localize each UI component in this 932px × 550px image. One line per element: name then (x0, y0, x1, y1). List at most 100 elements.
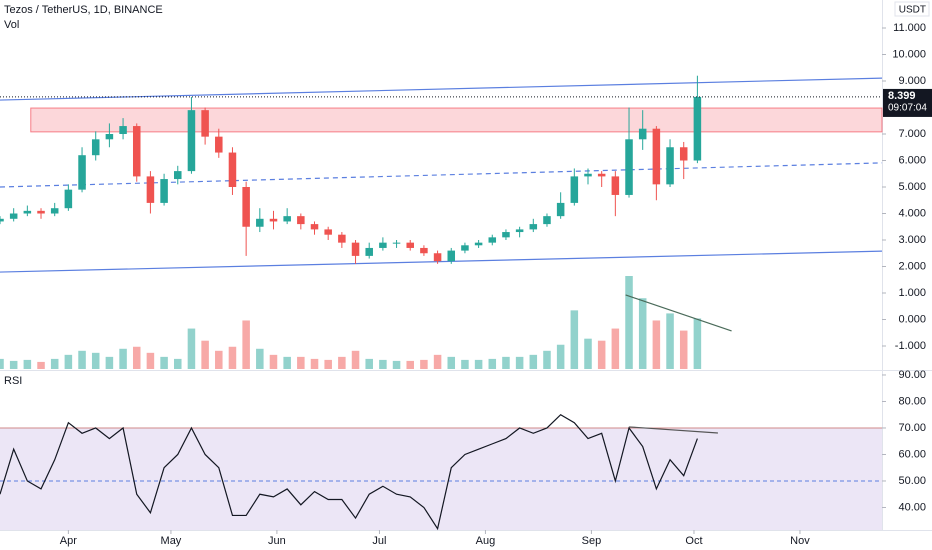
y-tick-label: 2.000 (898, 260, 926, 272)
candle-body (324, 229, 332, 235)
volume-bar (638, 298, 647, 369)
volume-bar (433, 354, 442, 369)
candle-body (693, 96, 702, 161)
candle-body (37, 210, 45, 214)
volume-bar (515, 356, 524, 369)
trend-line (0, 77, 883, 101)
volume-bar (297, 356, 305, 369)
x-tick-label: Apr (60, 535, 77, 547)
candle-body (146, 176, 155, 203)
volume-bar (679, 330, 688, 369)
y-tick-label: 9.000 (898, 75, 926, 87)
trend-line (0, 250, 883, 273)
candle-body (611, 176, 620, 195)
last-price-label: 8.399 (888, 90, 916, 102)
trend-line (625, 294, 732, 332)
volume-bar (365, 358, 373, 369)
volume-bar (242, 320, 250, 369)
volume-bar (652, 320, 661, 369)
candle-body (570, 176, 579, 203)
candle-body (351, 242, 360, 256)
y-tick-label: 11.000 (893, 22, 926, 34)
candle-body (474, 242, 483, 246)
rsi-tick-label: 40.00 (898, 501, 926, 513)
volume-bar (187, 328, 196, 369)
candle-body (338, 234, 346, 243)
candle-body (461, 245, 469, 251)
volume-bar (50, 358, 59, 369)
candle-body (256, 218, 264, 227)
volume-bar (447, 356, 456, 369)
volume-bar (91, 352, 100, 369)
volume-bar (406, 360, 414, 369)
y-tick-label: 1.000 (898, 287, 926, 299)
candle-body (297, 216, 305, 225)
volume-bar (625, 276, 633, 369)
volume-bar (215, 350, 223, 369)
volume-bar (693, 318, 702, 369)
candle-body (23, 210, 32, 214)
volume-bar (351, 350, 360, 369)
volume-bar (174, 358, 182, 369)
candle-body (625, 139, 633, 195)
candle-body (420, 247, 428, 254)
candle-body (638, 128, 647, 140)
candle-body (584, 173, 592, 177)
last-price-box (883, 88, 932, 117)
volume-bar (160, 356, 168, 369)
y-tick-label: 10.000 (892, 48, 926, 60)
volume-bar (543, 350, 551, 369)
zone-box (30, 107, 883, 133)
candle-body (91, 139, 100, 156)
volume-bar (461, 359, 469, 369)
volume-bar (420, 359, 428, 369)
candle-body (9, 213, 18, 219)
y-tick-label: -1.000 (895, 340, 926, 352)
candle-body (215, 136, 223, 153)
candle-body (365, 247, 373, 256)
rsi-line (0, 413, 698, 531)
volume-bar (502, 356, 510, 369)
candle-body (406, 242, 414, 248)
x-tick-label: Oct (685, 535, 702, 547)
candle-body (556, 202, 565, 217)
candle-body (119, 126, 127, 135)
volume-bar (556, 344, 565, 369)
x-tick-label: Jun (268, 535, 286, 547)
volume-bar (201, 340, 209, 369)
volume-bar (0, 358, 4, 369)
candle-body (310, 224, 319, 230)
x-tick-label: May (161, 535, 182, 547)
x-tick-label: Jul (372, 535, 386, 547)
candle-body (132, 126, 141, 177)
volume-bar (64, 354, 73, 369)
volume-bar (488, 358, 497, 369)
y-tick-label: 4.000 (898, 207, 926, 219)
rsi-tick-label: 70.00 (898, 422, 926, 434)
candle-body (379, 242, 387, 248)
rsi-label: RSI (4, 375, 22, 387)
candle-body (160, 179, 168, 203)
candle-body (679, 147, 688, 161)
volume-bar (392, 360, 401, 369)
chart-title: Tezos / TetherUS, 1D, BINANCE (4, 4, 163, 16)
volume-bar (78, 350, 86, 369)
rsi-tick-label: 90.00 (898, 369, 926, 381)
volume-bar (611, 328, 620, 369)
volume-bar (23, 359, 32, 369)
volume-bar (324, 359, 332, 369)
volume-label: Vol (4, 19, 19, 31)
rsi-tick-label: 50.00 (898, 475, 926, 487)
volume-bar (119, 348, 127, 369)
volume-bar (37, 361, 45, 369)
x-tick-label: Aug (476, 535, 496, 547)
candle-body (269, 218, 278, 222)
y-tick-label: 0.000 (898, 313, 926, 325)
currency-box (894, 1, 930, 17)
volume-bar (146, 352, 155, 369)
countdown-label: 09:07:04 (888, 103, 927, 114)
candle-body (105, 134, 114, 140)
y-tick-label: 7.000 (898, 128, 926, 140)
candle-body (515, 229, 524, 233)
